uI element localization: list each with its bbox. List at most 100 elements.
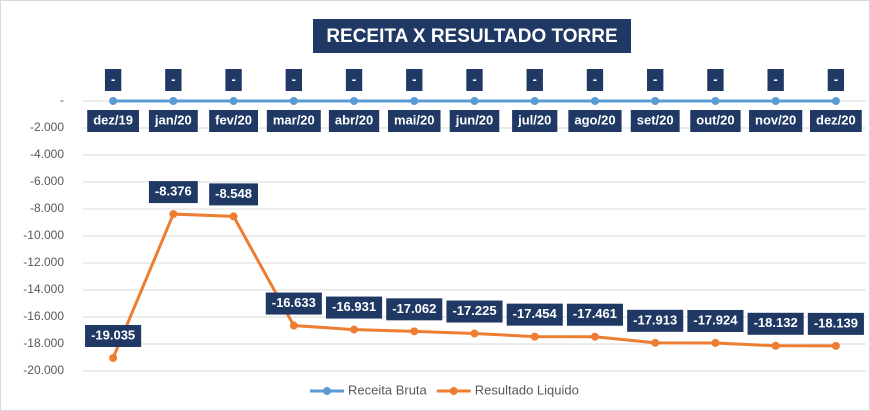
data-label-box [285, 69, 302, 91]
y-tick-label: -12.000 [23, 255, 64, 269]
x-tick-label: set/20 [637, 112, 674, 127]
y-tick-label: -16.000 [23, 309, 64, 323]
x-tick-label-box [449, 110, 500, 132]
data-label-box [506, 303, 563, 326]
data-point [109, 97, 118, 105]
data-point [410, 97, 419, 105]
data-point [590, 97, 599, 105]
x-tick-label: fev/20 [215, 112, 252, 127]
data-label-box [647, 69, 664, 91]
data-label: -16.633 [272, 295, 316, 310]
data-label: - [111, 71, 115, 86]
data-label-box [566, 303, 624, 326]
data-label: -17.454 [513, 306, 558, 321]
data-label-box [707, 69, 724, 91]
data-label-box [807, 312, 864, 335]
data-label: - [593, 71, 597, 86]
x-tick-label: dez/19 [93, 112, 133, 127]
data-point [289, 97, 298, 105]
data-label-box [225, 69, 242, 91]
data-label: -8.376 [155, 184, 192, 199]
data-point [169, 210, 178, 219]
data-label-box [148, 181, 198, 204]
x-tick-label-box [209, 110, 259, 132]
data-label: - [713, 71, 717, 86]
data-label-box [466, 69, 483, 91]
x-tick-label-box [388, 110, 441, 132]
x-tick-label-box [512, 110, 558, 132]
chart-title: RECEITA X RESULTADO TORRE [326, 26, 617, 47]
data-label-box [104, 69, 122, 91]
data-point [831, 341, 840, 350]
x-tick-label: jun/20 [455, 112, 494, 127]
data-label-box [265, 292, 322, 315]
data-label: - [653, 71, 657, 86]
data-label: - [472, 71, 476, 86]
data-label: - [533, 71, 537, 86]
data-label-box [767, 69, 784, 91]
data-label-box [827, 69, 845, 91]
data-label-box [406, 69, 423, 91]
legend-marker [323, 387, 331, 395]
data-label: -18.132 [754, 315, 798, 330]
data-label: - [292, 71, 296, 86]
data-label: -17.225 [452, 303, 496, 318]
data-label: - [352, 71, 356, 86]
data-point [711, 97, 720, 105]
x-tick-label: ago/20 [574, 112, 615, 127]
y-tick-label: -20.000 [23, 363, 64, 377]
x-tick-label-box [148, 110, 198, 132]
x-tick-label: jul/20 [517, 112, 551, 127]
x-tick-label-box [690, 110, 741, 132]
y-tick-label: - [60, 93, 64, 107]
y-tick-label: -14.000 [23, 282, 64, 296]
data-point [711, 338, 720, 347]
x-tick-label: mar/20 [273, 112, 315, 127]
legend-label: Receita Bruta [348, 382, 428, 397]
data-label-box [627, 309, 684, 332]
x-tick-label: jan/20 [154, 112, 192, 127]
data-point [651, 97, 660, 105]
data-point [590, 332, 599, 341]
data-label: - [412, 71, 416, 86]
data-label: -17.913 [633, 312, 677, 327]
y-tick-label: -18.000 [23, 336, 64, 350]
data-label-box [209, 183, 259, 206]
data-label: - [834, 71, 838, 86]
data-point [771, 341, 780, 350]
x-tick-label: dez/20 [816, 112, 856, 127]
data-point [771, 97, 780, 105]
x-tick-label-box [630, 110, 680, 132]
data-point [350, 97, 359, 105]
data-label: -16.931 [332, 299, 376, 314]
data-label-box [747, 312, 804, 335]
x-tick-label-box [810, 110, 862, 132]
data-point [831, 97, 840, 105]
data-point [530, 97, 539, 105]
data-label: - [171, 71, 175, 86]
x-tick-label-box [328, 110, 380, 132]
data-label: - [773, 71, 777, 86]
x-tick-label: abr/20 [335, 112, 373, 127]
data-point [470, 329, 479, 338]
y-tick-label: -2.000 [30, 120, 64, 134]
data-point [410, 327, 419, 336]
x-tick-label-box [749, 110, 803, 132]
data-label: -17.924 [693, 312, 738, 327]
data-point [229, 212, 238, 221]
data-point [289, 321, 298, 330]
x-tick-label-box [266, 110, 321, 132]
data-point [229, 97, 238, 105]
x-tick-label: nov/20 [755, 112, 796, 127]
y-tick-label: -8.000 [30, 201, 64, 215]
data-label-box [325, 296, 383, 319]
title-box [313, 19, 631, 53]
x-tick-label: out/20 [696, 112, 734, 127]
data-label: -17.062 [392, 301, 436, 316]
data-label: -17.461 [573, 306, 617, 321]
data-label: -19.035 [91, 327, 135, 342]
data-label: -18.139 [814, 315, 858, 330]
data-point [651, 338, 660, 347]
